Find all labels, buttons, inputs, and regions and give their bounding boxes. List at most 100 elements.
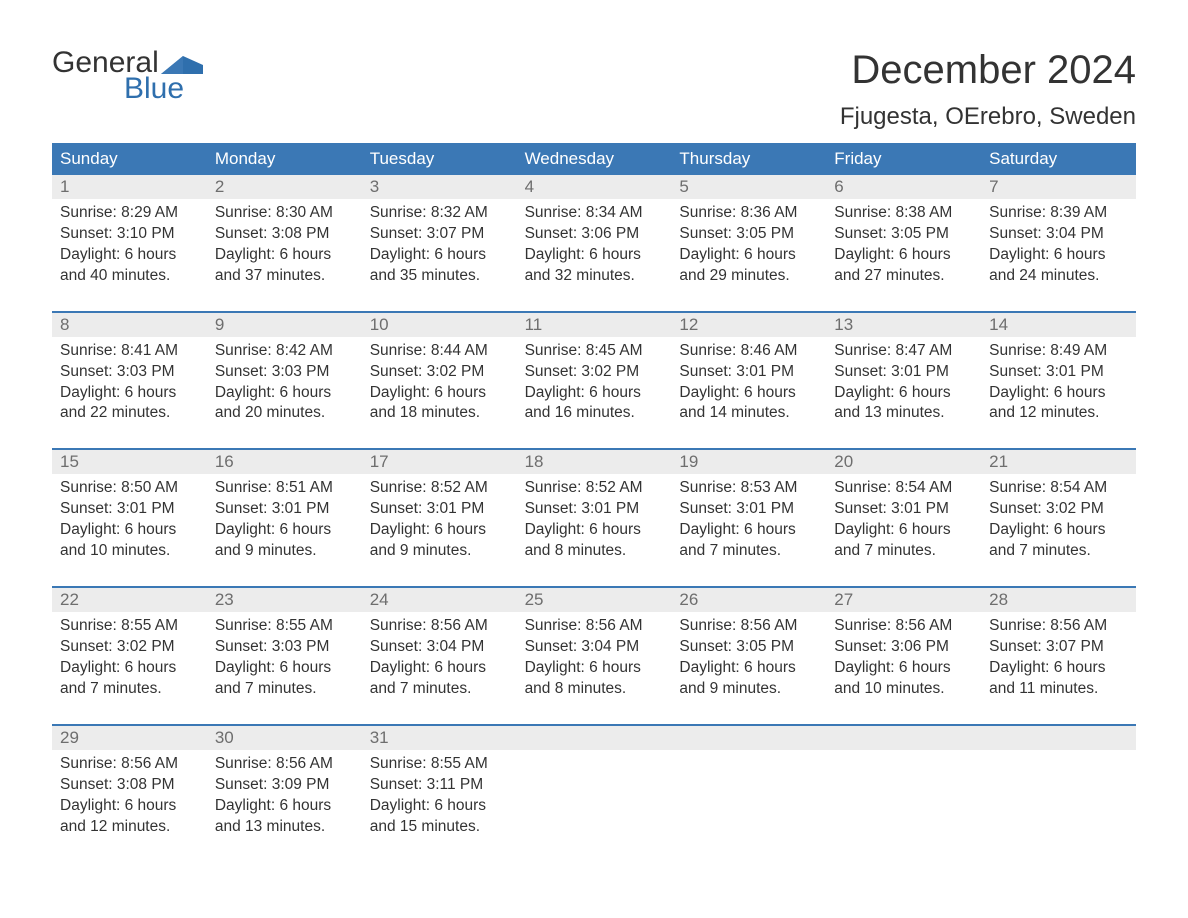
day-number: 5: [671, 175, 826, 199]
daylight-text: Daylight: 6 hours and 9 minutes.: [215, 520, 354, 562]
sunset-text: Sunset: 3:01 PM: [679, 362, 818, 383]
day-content-empty: [517, 750, 672, 862]
day-number: 19: [671, 450, 826, 474]
sunset-text: Sunset: 3:03 PM: [60, 362, 199, 383]
daylight-text: Daylight: 6 hours and 40 minutes.: [60, 245, 199, 287]
sunset-text: Sunset: 3:06 PM: [525, 224, 664, 245]
sunrise-text: Sunrise: 8:41 AM: [60, 341, 199, 362]
dayname-row: SundayMondayTuesdayWednesdayThursdayFrid…: [52, 143, 1136, 175]
brand-blue: Blue: [124, 74, 203, 104]
day-content: Sunrise: 8:55 AMSunset: 3:03 PMDaylight:…: [207, 612, 362, 724]
day-content: Sunrise: 8:41 AMSunset: 3:03 PMDaylight:…: [52, 337, 207, 449]
day-content: Sunrise: 8:56 AMSunset: 3:06 PMDaylight:…: [826, 612, 981, 724]
sunset-text: Sunset: 3:02 PM: [989, 499, 1128, 520]
sunrise-text: Sunrise: 8:50 AM: [60, 478, 199, 499]
daylight-text: Daylight: 6 hours and 37 minutes.: [215, 245, 354, 287]
week-0: 1234567Sunrise: 8:29 AMSunset: 3:10 PMDa…: [52, 175, 1136, 311]
dayname-thursday: Thursday: [671, 143, 826, 175]
sunset-text: Sunset: 3:01 PM: [60, 499, 199, 520]
page-title: December 2024: [840, 48, 1136, 93]
sunrise-text: Sunrise: 8:52 AM: [525, 478, 664, 499]
day-number: 2: [207, 175, 362, 199]
daylight-text: Daylight: 6 hours and 13 minutes.: [215, 796, 354, 838]
sunset-text: Sunset: 3:05 PM: [679, 224, 818, 245]
sunset-text: Sunset: 3:11 PM: [370, 775, 509, 796]
day-content: Sunrise: 8:56 AMSunset: 3:07 PMDaylight:…: [981, 612, 1136, 724]
sunrise-text: Sunrise: 8:56 AM: [834, 616, 973, 637]
day-number: 30: [207, 726, 362, 750]
day-number: 18: [517, 450, 672, 474]
daylight-text: Daylight: 6 hours and 27 minutes.: [834, 245, 973, 287]
dayname-wednesday: Wednesday: [517, 143, 672, 175]
day-content: Sunrise: 8:29 AMSunset: 3:10 PMDaylight:…: [52, 199, 207, 311]
daylight-text: Daylight: 6 hours and 13 minutes.: [834, 383, 973, 425]
day-content: Sunrise: 8:52 AMSunset: 3:01 PMDaylight:…: [362, 474, 517, 586]
sunset-text: Sunset: 3:06 PM: [834, 637, 973, 658]
week-1: 891011121314Sunrise: 8:41 AMSunset: 3:03…: [52, 311, 1136, 449]
day-content: Sunrise: 8:47 AMSunset: 3:01 PMDaylight:…: [826, 337, 981, 449]
day-content: Sunrise: 8:51 AMSunset: 3:01 PMDaylight:…: [207, 474, 362, 586]
sunrise-text: Sunrise: 8:34 AM: [525, 203, 664, 224]
sunset-text: Sunset: 3:05 PM: [834, 224, 973, 245]
day-number: 9: [207, 313, 362, 337]
day-content-empty: [671, 750, 826, 862]
sunset-text: Sunset: 3:04 PM: [525, 637, 664, 658]
dayname-friday: Friday: [826, 143, 981, 175]
sunset-text: Sunset: 3:08 PM: [215, 224, 354, 245]
daylight-text: Daylight: 6 hours and 35 minutes.: [370, 245, 509, 287]
daylight-text: Daylight: 6 hours and 7 minutes.: [989, 520, 1128, 562]
sunset-text: Sunset: 3:08 PM: [60, 775, 199, 796]
location: Fjugesta, OErebro, Sweden: [840, 103, 1136, 131]
day-number: 23: [207, 588, 362, 612]
sunrise-text: Sunrise: 8:56 AM: [989, 616, 1128, 637]
day-content: Sunrise: 8:50 AMSunset: 3:01 PMDaylight:…: [52, 474, 207, 586]
daylight-text: Daylight: 6 hours and 15 minutes.: [370, 796, 509, 838]
day-number: 12: [671, 313, 826, 337]
day-number: 27: [826, 588, 981, 612]
week-3: 22232425262728Sunrise: 8:55 AMSunset: 3:…: [52, 586, 1136, 724]
sunset-text: Sunset: 3:01 PM: [834, 362, 973, 383]
day-number: 20: [826, 450, 981, 474]
day-content: Sunrise: 8:44 AMSunset: 3:02 PMDaylight:…: [362, 337, 517, 449]
sunrise-text: Sunrise: 8:32 AM: [370, 203, 509, 224]
daylight-text: Daylight: 6 hours and 7 minutes.: [370, 658, 509, 700]
day-content: Sunrise: 8:52 AMSunset: 3:01 PMDaylight:…: [517, 474, 672, 586]
day-content: Sunrise: 8:56 AMSunset: 3:04 PMDaylight:…: [517, 612, 672, 724]
sunset-text: Sunset: 3:07 PM: [989, 637, 1128, 658]
sunrise-text: Sunrise: 8:38 AM: [834, 203, 973, 224]
day-content: Sunrise: 8:56 AMSunset: 3:09 PMDaylight:…: [207, 750, 362, 862]
day-number: 13: [826, 313, 981, 337]
daylight-text: Daylight: 6 hours and 8 minutes.: [525, 658, 664, 700]
sunrise-text: Sunrise: 8:56 AM: [525, 616, 664, 637]
sunrise-text: Sunrise: 8:51 AM: [215, 478, 354, 499]
sunrise-text: Sunrise: 8:56 AM: [60, 754, 199, 775]
daylight-text: Daylight: 6 hours and 10 minutes.: [60, 520, 199, 562]
day-content: Sunrise: 8:55 AMSunset: 3:02 PMDaylight:…: [52, 612, 207, 724]
sunset-text: Sunset: 3:02 PM: [525, 362, 664, 383]
week-4: 293031Sunrise: 8:56 AMSunset: 3:08 PMDay…: [52, 724, 1136, 862]
dayname-tuesday: Tuesday: [362, 143, 517, 175]
sunrise-text: Sunrise: 8:39 AM: [989, 203, 1128, 224]
day-number: 7: [981, 175, 1136, 199]
header: General Blue December 2024 Fjugesta, OEr…: [52, 48, 1136, 131]
sunrise-text: Sunrise: 8:29 AM: [60, 203, 199, 224]
daylight-text: Daylight: 6 hours and 7 minutes.: [215, 658, 354, 700]
day-content: Sunrise: 8:56 AMSunset: 3:04 PMDaylight:…: [362, 612, 517, 724]
day-number-empty: [671, 726, 826, 750]
sunset-text: Sunset: 3:05 PM: [679, 637, 818, 658]
day-number: 1: [52, 175, 207, 199]
sunset-text: Sunset: 3:02 PM: [370, 362, 509, 383]
day-content-empty: [981, 750, 1136, 862]
daylight-text: Daylight: 6 hours and 11 minutes.: [989, 658, 1128, 700]
day-content: Sunrise: 8:34 AMSunset: 3:06 PMDaylight:…: [517, 199, 672, 311]
sunrise-text: Sunrise: 8:53 AM: [679, 478, 818, 499]
sunrise-text: Sunrise: 8:56 AM: [215, 754, 354, 775]
sunset-text: Sunset: 3:09 PM: [215, 775, 354, 796]
day-number: 14: [981, 313, 1136, 337]
day-number: 25: [517, 588, 672, 612]
sunrise-text: Sunrise: 8:30 AM: [215, 203, 354, 224]
day-number: 11: [517, 313, 672, 337]
day-number: 31: [362, 726, 517, 750]
daylight-text: Daylight: 6 hours and 9 minutes.: [370, 520, 509, 562]
sunset-text: Sunset: 3:10 PM: [60, 224, 199, 245]
